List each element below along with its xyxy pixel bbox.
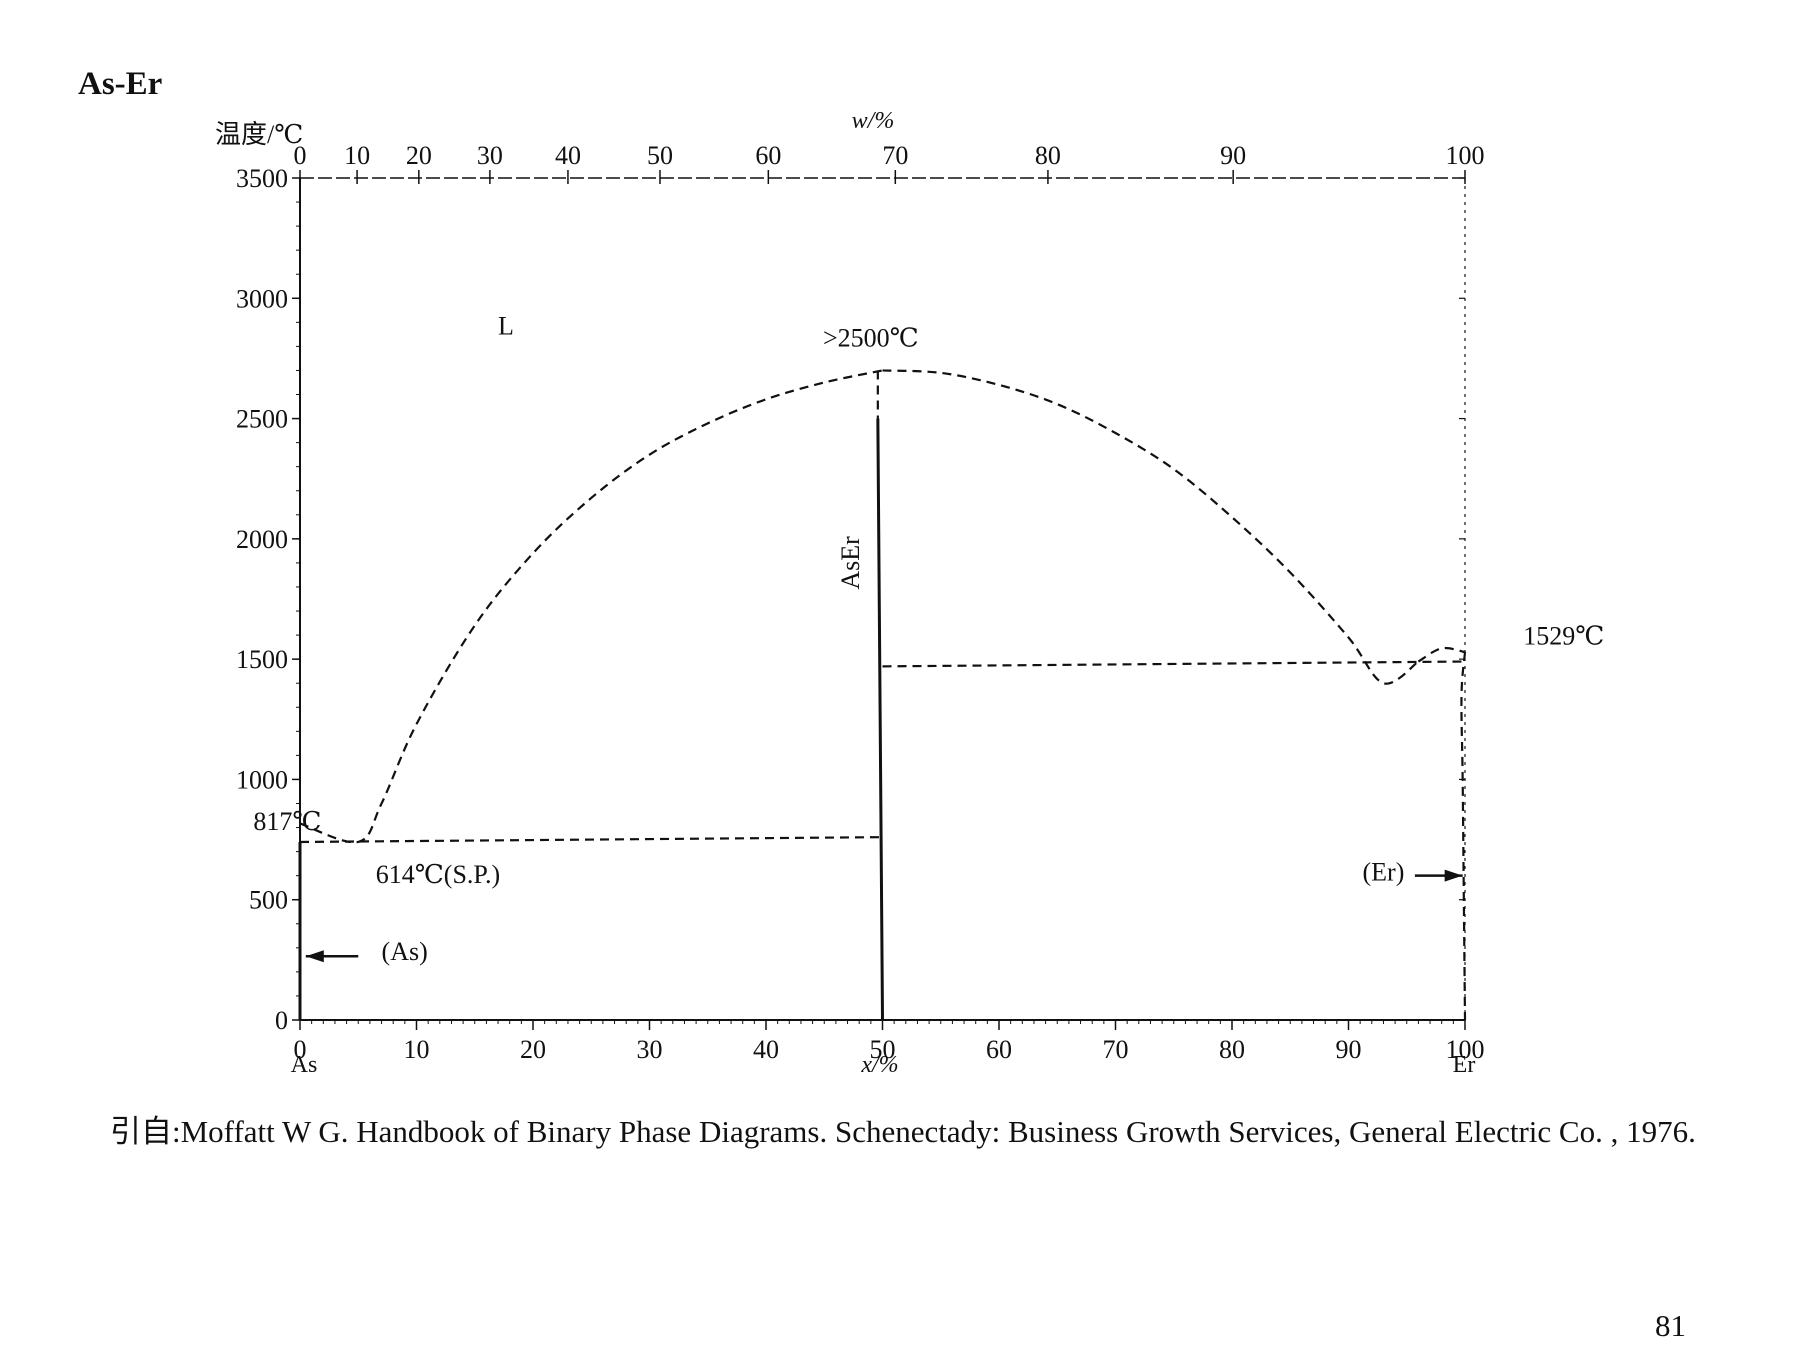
x2-tick-label: 60 (755, 141, 781, 170)
x2-tick-label: 50 (647, 141, 673, 170)
x-tick-label: 80 (1219, 1035, 1245, 1064)
arrow-head (305, 950, 324, 963)
x-tick-label: 70 (1103, 1035, 1129, 1064)
phase-line-dashed (882, 369, 1420, 685)
left-endpoint-label: As (291, 1052, 318, 1078)
x2-tick-label: 40 (555, 141, 581, 170)
x-tick-label: 50 (870, 1035, 896, 1064)
source-citation: 引自:Moffatt W G. Handbook of Binary Phase… (110, 1114, 1696, 1149)
phase-line-dashed (299, 369, 883, 844)
x2-tick-label: 90 (1220, 141, 1246, 170)
annotation-label: (As) (382, 937, 428, 966)
x2-tick-label: 80 (1035, 141, 1061, 170)
page-title: As-Er (78, 66, 163, 102)
annotation-label: >2500℃ (823, 323, 919, 352)
x-tick-label: 0 (294, 1035, 307, 1064)
x-tick-label: 40 (753, 1035, 779, 1064)
y-axis-label: 温度/℃ (215, 120, 303, 149)
x2-tick-label: 30 (477, 141, 503, 170)
arrow-head (1444, 869, 1463, 882)
right-endpoint-label: Er (1453, 1052, 1476, 1078)
annotation-label: 1529℃ (1523, 622, 1604, 651)
page-number: 81 (1655, 1308, 1686, 1343)
x-tick-label: 20 (520, 1035, 546, 1064)
annotation-label: AsEr (836, 536, 865, 590)
x2-tick-label: 100 (1446, 141, 1485, 170)
y-tick-label: 2000 (236, 525, 288, 554)
y-tick-label: 3000 (236, 284, 288, 313)
annotations: >2500℃ AsEr L 817℃ 614℃(S.P.) (As) 1529℃ (Er) (253, 311, 1604, 965)
y-tick-label: 2500 (236, 405, 288, 434)
top-axis-label: w/% (852, 108, 895, 134)
phase-line-dashed (1417, 646, 1466, 663)
y-tick-label: 3500 (236, 164, 288, 193)
annotation-label: 817℃ (253, 807, 321, 836)
x2-tick-label: 0 (294, 141, 307, 170)
phase-boundaries (298, 369, 1467, 1021)
phase-line-dashed (299, 836, 883, 844)
y-tick-label: 0 (275, 1006, 288, 1035)
x2-tick-label: 70 (882, 141, 908, 170)
x-tick-label: 60 (986, 1035, 1012, 1064)
phase-line-dashed (882, 660, 1466, 668)
x2-tick-label: 10 (344, 141, 370, 170)
annotation-label: L (498, 311, 514, 340)
x-tick-label: 90 (1336, 1035, 1362, 1064)
x-axis-label: x/% (860, 1052, 898, 1078)
x-tick-label: 10 (404, 1035, 430, 1064)
phase-line-dashed (1460, 652, 1467, 1021)
annotation-label: 614℃(S.P.) (376, 860, 500, 889)
y-tick-label: 500 (249, 886, 288, 915)
annotation-label: (Er) (1363, 857, 1405, 886)
x-tick-label: 30 (637, 1035, 663, 1064)
x2-tick-label: 20 (406, 141, 432, 170)
x-tick-label: 100 (1446, 1035, 1485, 1064)
y-tick-label: 1000 (236, 765, 288, 794)
y-tick-label: 1500 (236, 645, 288, 674)
phase-line-solid (876, 418, 884, 1021)
